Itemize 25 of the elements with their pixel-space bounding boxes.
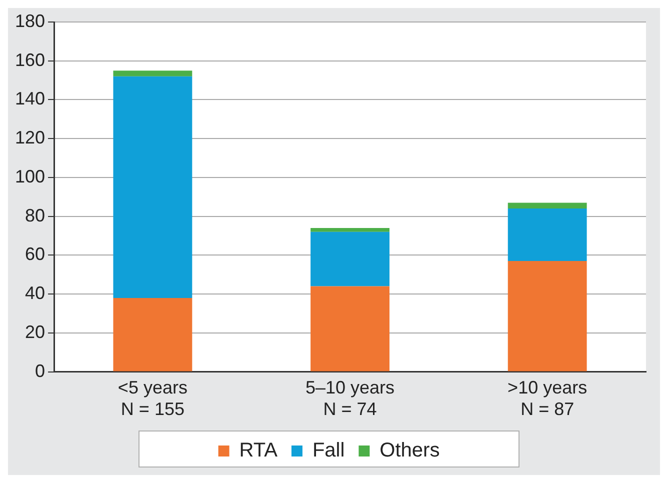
bar: [310, 228, 390, 232]
legend-label: Fall: [312, 440, 345, 462]
x-tick-label: >10 years N = 87: [508, 378, 588, 420]
x-tick-label: <5 years N = 155: [118, 378, 188, 420]
y-tick-label: 80: [25, 205, 46, 226]
bar: [113, 70, 192, 76]
y-tick-label: 40: [25, 283, 46, 304]
y-tick-label: 140: [14, 88, 46, 109]
bar: [508, 208, 587, 262]
bar: [508, 261, 587, 372]
y-tick-label: 120: [14, 128, 46, 148]
y-tick-label: 180: [14, 10, 46, 31]
y-tick-label: 100: [14, 166, 46, 186]
bar: [113, 298, 192, 372]
y-tick-label: 20: [25, 322, 46, 342]
bar: [508, 202, 587, 209]
legend-label: RTA: [239, 440, 278, 462]
y-tick-label: 160: [14, 50, 46, 70]
y-tick-label: 60: [25, 244, 46, 264]
bar: [310, 286, 390, 372]
y-tick-label: 0: [35, 360, 46, 381]
bar: [113, 76, 192, 298]
bar: [310, 232, 390, 286]
legend-label: Others: [380, 440, 440, 462]
x-tick-label: 5–10 years N = 74: [305, 378, 395, 420]
